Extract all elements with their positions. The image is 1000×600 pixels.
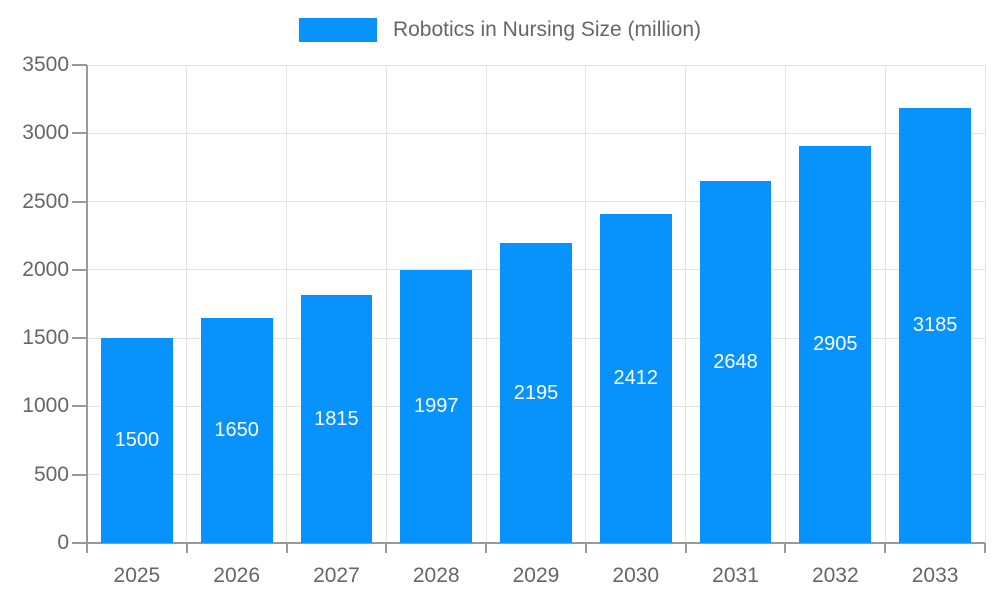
x-axis-line (87, 542, 985, 544)
x-axis-tick (784, 543, 787, 553)
bar-value-label: 1815 (314, 407, 359, 430)
y-axis-tick (72, 542, 87, 544)
y-axis-label: 1500 (22, 326, 69, 350)
x-gridline (585, 65, 587, 543)
bar: 1500 (100, 338, 173, 543)
x-axis-tick (884, 543, 887, 553)
x-axis-label: 2028 (412, 564, 460, 587)
bar: 1815 (300, 295, 373, 543)
x-gridline (784, 65, 786, 543)
x-gridline (984, 65, 986, 543)
x-axis-label: 2029 (512, 564, 560, 587)
x-gridline (884, 65, 886, 543)
y-axis-tick (72, 268, 87, 271)
bar: 1650 (200, 317, 273, 543)
x-axis-label: 2025 (113, 564, 161, 587)
bar-value-label: 1997 (413, 395, 459, 418)
x-gridline (485, 65, 487, 543)
y-axis-label: 3000 (22, 121, 69, 145)
x-axis-label: 2027 (313, 564, 360, 587)
bar-value-label: 1500 (114, 429, 160, 452)
x-axis-tick (584, 543, 587, 553)
y-axis-tick (72, 132, 87, 135)
bar-value-label: 2195 (513, 381, 559, 404)
y-axis-tick (72, 200, 87, 203)
x-axis-tick (684, 543, 687, 553)
x-gridline (385, 65, 387, 543)
bar: 1997 (400, 270, 473, 543)
bar: 2412 (599, 213, 672, 543)
legend-label: Robotics in Nursing Size (million) (392, 18, 702, 41)
x-gridline (286, 65, 288, 543)
x-axis-tick (385, 543, 388, 553)
bar-value-label: 2412 (613, 366, 659, 389)
y-axis-label: 1000 (22, 394, 69, 418)
y-axis-tick (72, 337, 87, 340)
x-axis-tick (984, 543, 986, 553)
y-gridline (87, 64, 985, 66)
chart-legend: Robotics in Nursing Size (million) (0, 18, 1000, 42)
y-axis-tick (72, 405, 87, 408)
bar: 2905 (799, 146, 872, 543)
bar: 2195 (500, 243, 572, 543)
y-gridline (87, 201, 985, 203)
y-axis-label: 2000 (22, 257, 69, 281)
bar-value-label: 3185 (912, 314, 958, 336)
x-axis-label: 2032 (811, 564, 859, 587)
x-gridline (186, 65, 188, 543)
x-axis-label: 2030 (612, 564, 660, 587)
bar: 3185 (899, 108, 972, 543)
x-axis-label: 2026 (213, 564, 260, 587)
y-axis-label: 2500 (22, 189, 69, 213)
x-axis-tick (485, 543, 488, 553)
y-axis-label: 500 (33, 462, 69, 486)
y-axis-tick (72, 473, 87, 476)
bar-value-label: 1650 (214, 418, 259, 441)
bar-value-label: 2648 (713, 350, 758, 373)
x-gridline (685, 65, 687, 543)
x-axis-tick (185, 543, 188, 553)
y-axis-tick (72, 64, 87, 66)
x-axis-label: 2033 (911, 564, 959, 587)
x-axis-tick (86, 543, 88, 553)
y-gridline (87, 132, 985, 134)
x-axis-tick (285, 543, 288, 553)
bar: 2648 (699, 181, 772, 543)
y-axis-label: 0 (57, 531, 69, 554)
bar-value-label: 2905 (813, 333, 858, 356)
x-axis-label: 2031 (712, 564, 759, 587)
legend-swatch-icon (298, 18, 377, 42)
y-axis-line (86, 65, 88, 545)
y-axis-label: 3500 (22, 53, 69, 76)
